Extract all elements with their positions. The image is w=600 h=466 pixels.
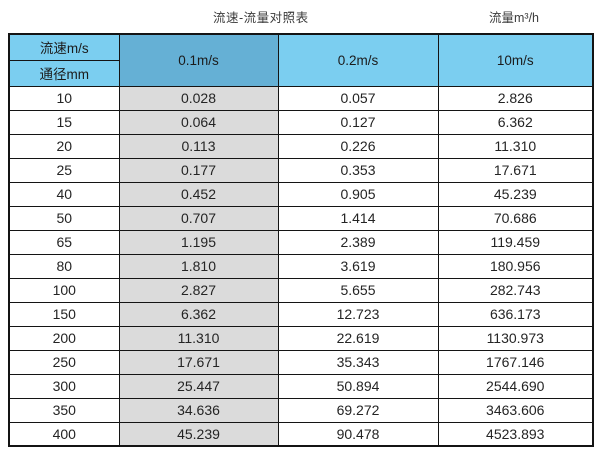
flow-value-cell-10ms: 6.362 [437, 109, 594, 135]
flow-value-cell-10ms: 1767.146 [437, 349, 594, 375]
flow-value-cell-10ms: 2.826 [437, 85, 594, 111]
flow-value-cell-10ms: 636.173 [437, 301, 594, 327]
flow-value-cell-0-2ms: 1.414 [277, 205, 439, 231]
flow-value-cell-10ms: 45.239 [437, 181, 594, 207]
flow-value-cell-10ms: 4523.893 [437, 421, 594, 447]
diameter-cell: 350 [8, 397, 120, 423]
table-row: 100 2.827 5.655 282.743 [8, 277, 594, 303]
diameter-cell: 65 [8, 229, 120, 255]
flow-value-cell-0-1ms: 45.239 [118, 421, 279, 447]
flow-value-cell-0-2ms: 12.723 [277, 301, 439, 327]
diameter-cell: 300 [8, 373, 120, 399]
flow-value-cell-0-2ms: 5.655 [277, 277, 439, 303]
flow-value-cell-0-1ms: 0.177 [118, 157, 279, 183]
flow-value-cell-0-1ms: 0.064 [118, 109, 279, 135]
flow-value-cell-0-1ms: 0.707 [118, 205, 279, 231]
flow-value-cell-0-2ms: 0.226 [277, 133, 439, 159]
table-title: 流速-流量对照表 [213, 11, 309, 25]
flow-value-cell-0-2ms: 50.894 [277, 373, 439, 399]
flow-value-cell-0-1ms: 11.310 [118, 325, 279, 351]
diameter-cell: 100 [8, 277, 120, 303]
flow-value-cell-0-1ms: 0.452 [118, 181, 279, 207]
table-row: 10 0.028 0.057 2.826 [8, 85, 594, 111]
diameter-cell: 15 [8, 109, 120, 135]
flow-value-cell-0-2ms: 0.127 [277, 109, 439, 135]
diameter-cell: 80 [8, 253, 120, 279]
diameter-cell: 10 [8, 85, 120, 111]
diameter-cell: 150 [8, 301, 120, 327]
header-velocity-col-0-1: 0.1m/s [118, 33, 279, 87]
header-row-top: 流速m/s 0.1m/s 0.2m/s 10m/s [8, 33, 594, 87]
table-row: 25 0.177 0.353 17.671 [8, 157, 594, 183]
diameter-cell: 250 [8, 349, 120, 375]
header-velocity-col-10: 10m/s [437, 33, 594, 87]
flow-value-cell-0-1ms: 1.195 [118, 229, 279, 255]
flow-value-cell-0-2ms: 3.619 [277, 253, 439, 279]
flow-value-cell-10ms: 17.671 [437, 157, 594, 183]
flow-value-cell-10ms: 180.956 [437, 253, 594, 279]
table-row: 50 0.707 1.414 70.686 [8, 205, 594, 231]
flow-value-cell-0-1ms: 0.028 [118, 85, 279, 111]
flow-value-cell-0-2ms: 0.905 [277, 181, 439, 207]
header-diameter-label: 通径mm [8, 59, 120, 87]
table-row: 40 0.452 0.905 45.239 [8, 181, 594, 207]
caption-row: 流速-流量对照表 流量m³/h [0, 0, 600, 33]
flow-rate-table: 流速m/s 0.1m/s 0.2m/s 10m/s 通径mm 10 0.028 0.… [8, 33, 594, 447]
flow-value-cell-0-1ms: 6.362 [118, 301, 279, 327]
table-row: 300 25.447 50.894 2544.690 [8, 373, 594, 399]
flow-unit-label: 流量m³/h [489, 11, 540, 25]
diameter-cell: 25 [8, 157, 120, 183]
table-row: 65 1.195 2.389 119.459 [8, 229, 594, 255]
flow-value-cell-0-2ms: 0.353 [277, 157, 439, 183]
flow-value-cell-0-2ms: 69.272 [277, 397, 439, 423]
flow-value-cell-10ms: 11.310 [437, 133, 594, 159]
flow-value-cell-10ms: 282.743 [437, 277, 594, 303]
diameter-cell: 50 [8, 205, 120, 231]
flow-value-cell-10ms: 2544.690 [437, 373, 594, 399]
header-velocity-label: 流速m/s [8, 33, 120, 61]
diameter-cell: 20 [8, 133, 120, 159]
header-velocity-col-0-2: 0.2m/s [277, 33, 439, 87]
table-row: 400 45.239 90.478 4523.893 [8, 421, 594, 447]
diameter-cell: 400 [8, 421, 120, 447]
table-row: 150 6.362 12.723 636.173 [8, 301, 594, 327]
flow-value-cell-0-1ms: 17.671 [118, 349, 279, 375]
flow-value-cell-10ms: 70.686 [437, 205, 594, 231]
table-row: 15 0.064 0.127 6.362 [8, 109, 594, 135]
flow-value-cell-10ms: 3463.606 [437, 397, 594, 423]
diameter-cell: 200 [8, 325, 120, 351]
table-header: 流速m/s 0.1m/s 0.2m/s 10m/s 通径mm [8, 33, 594, 87]
flow-value-cell-0-1ms: 34.636 [118, 397, 279, 423]
flow-value-cell-0-2ms: 22.619 [277, 325, 439, 351]
flow-value-cell-0-2ms: 90.478 [277, 421, 439, 447]
diameter-cell: 40 [8, 181, 120, 207]
flow-value-cell-0-1ms: 2.827 [118, 277, 279, 303]
flow-value-cell-0-2ms: 2.389 [277, 229, 439, 255]
table-body: 10 0.028 0.057 2.826 15 0.064 0.127 6.362 20 0.11… [8, 85, 594, 447]
flow-value-cell-0-2ms: 35.343 [277, 349, 439, 375]
flow-value-cell-10ms: 119.459 [437, 229, 594, 255]
flow-value-cell-0-1ms: 1.810 [118, 253, 279, 279]
table-row: 250 17.671 35.343 1767.146 [8, 349, 594, 375]
flow-value-cell-0-1ms: 0.113 [118, 133, 279, 159]
table-row: 350 34.636 69.272 3463.606 [8, 397, 594, 423]
table-row: 20 0.113 0.226 11.310 [8, 133, 594, 159]
table-row: 80 1.810 3.619 180.956 [8, 253, 594, 279]
flow-value-cell-0-2ms: 0.057 [277, 85, 439, 111]
flow-value-cell-10ms: 1130.973 [437, 325, 594, 351]
flow-value-cell-0-1ms: 25.447 [118, 373, 279, 399]
table-row: 200 11.310 22.619 1130.973 [8, 325, 594, 351]
header-row-bottom: 通径mm [8, 59, 593, 87]
